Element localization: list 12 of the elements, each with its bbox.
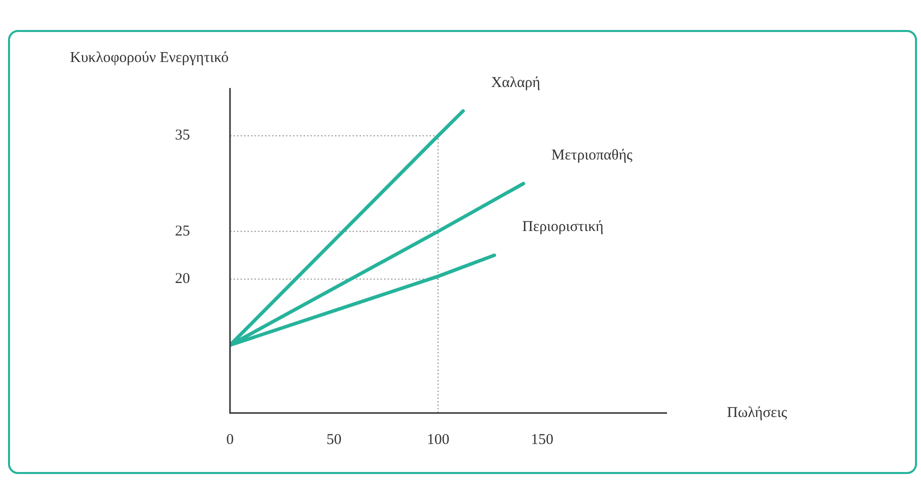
x-tick-label: 50 bbox=[326, 432, 342, 448]
y-tick-label: 35 bbox=[175, 128, 190, 144]
x-tick-label: 100 bbox=[426, 432, 450, 448]
text: Χαλαρή bbox=[491, 74, 540, 91]
x-axis-title: Πωλήσεις bbox=[727, 404, 788, 421]
text: Περιοριστική bbox=[522, 219, 604, 236]
y-tick-label: 25 bbox=[175, 223, 190, 240]
x-tick-label: 150 bbox=[530, 432, 554, 448]
text: Μετριοπαθής bbox=[551, 148, 633, 164]
y-tick-label: 20 bbox=[175, 271, 190, 288]
x-tick-label: 0 bbox=[226, 432, 234, 448]
y-axis-title: Κυκλοφορούν Ενεργητικό bbox=[70, 50, 229, 66]
